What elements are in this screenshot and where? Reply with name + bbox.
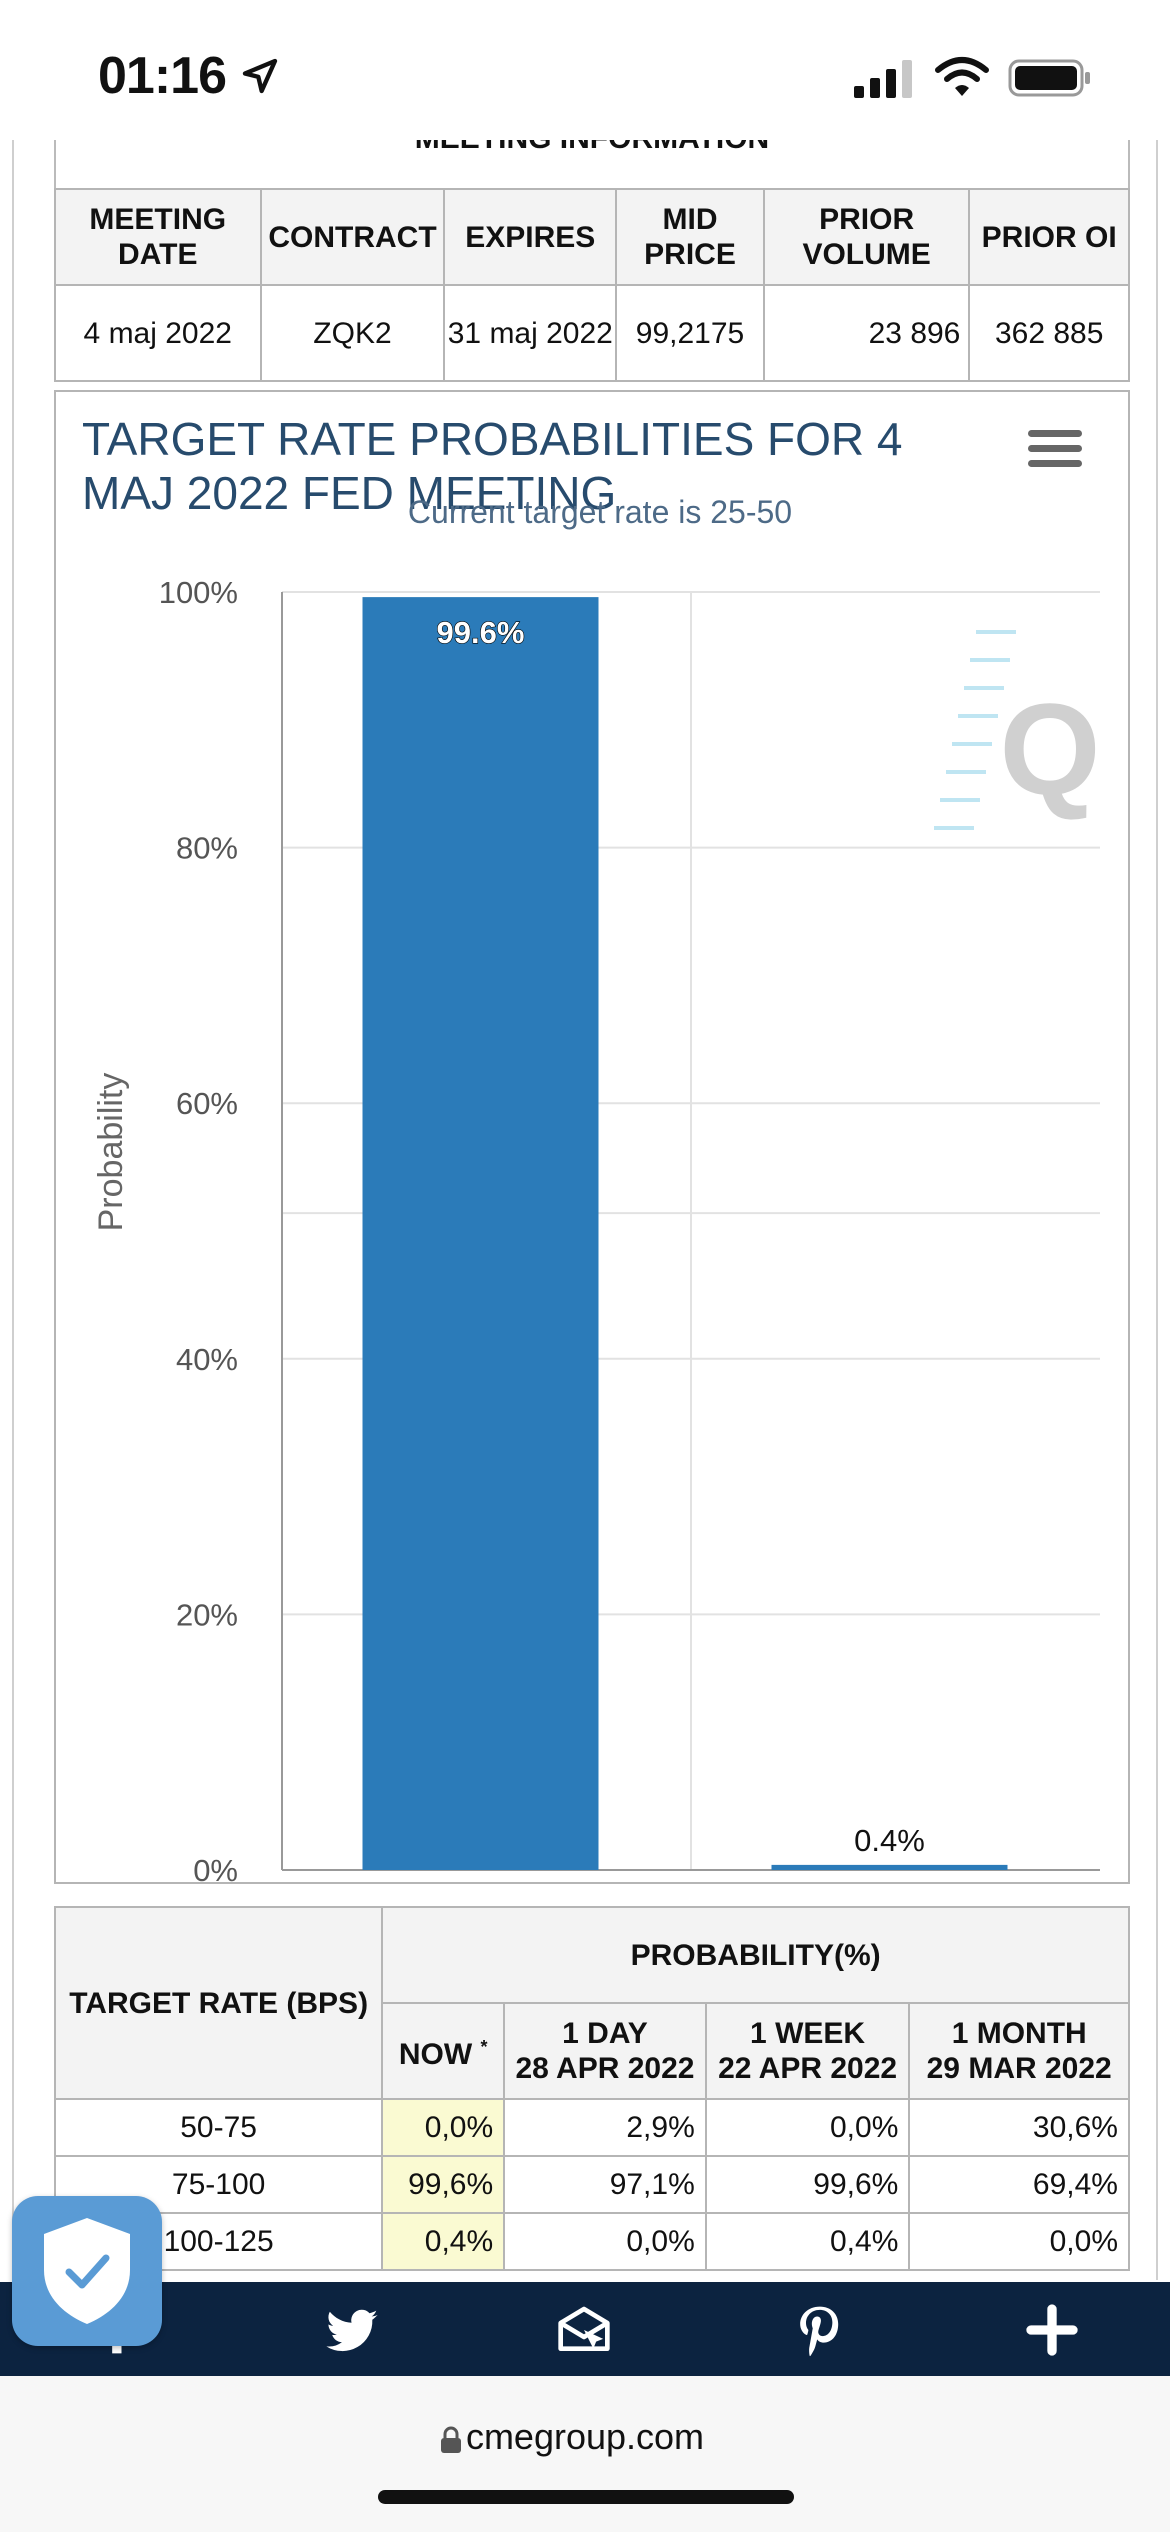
header-expires: EXPIRES: [443, 188, 618, 286]
day-cell: 0,0%: [503, 2212, 707, 2271]
header-1-month: 1 MONTH 29 MAR 2022: [908, 2002, 1130, 2100]
meeting-info-title: MEETING INFORMATION: [56, 140, 1128, 156]
header-now: NOW *: [381, 2002, 506, 2100]
month-cell: 30,6%: [908, 2098, 1130, 2157]
y-tick-label: 0%: [193, 1853, 238, 1882]
day-cell: 97,1%: [503, 2155, 707, 2214]
pinterest-icon[interactable]: [792, 2302, 848, 2358]
y-tick-label: 60%: [176, 1086, 238, 1121]
wifi-icon: [935, 57, 989, 96]
watermark-logo: Q: [999, 676, 1100, 822]
rate-cell: 50-75: [53, 2098, 384, 2157]
chart-subtitle: Current target rate is 25-50: [407, 494, 793, 530]
prior-oi-cell: 362 885: [968, 284, 1130, 382]
day-cell: 2,9%: [503, 2098, 707, 2157]
mid-price-cell: 99,2175: [615, 284, 765, 382]
bar-75-100: [362, 597, 599, 1870]
probability-chart: Q0%20%40%60%80%100%75-10099.6%100-1250.4…: [54, 390, 1130, 1884]
y-axis-title: Probability: [92, 1073, 130, 1232]
lock-icon: [441, 2426, 461, 2453]
week-cell: 0,4%: [704, 2212, 911, 2271]
probability-subheader-row: NOW * 1 DAY 28 APR 2022 1 WEEK 22 APR 2022…: [55, 2002, 1130, 2100]
plus-icon[interactable]: [1024, 2302, 1080, 2358]
browser-url-bar[interactable]: cmegroup.com: [0, 2376, 1170, 2532]
now-cell: 0,0%: [381, 2098, 506, 2157]
home-indicator: [378, 2490, 794, 2504]
data-label: 0.4%: [854, 1823, 925, 1858]
expires-cell: 31 maj 2022: [443, 284, 618, 382]
meeting-info-header: MEETING INFORMATION: [54, 140, 1130, 188]
chart-menu-icon[interactable]: [1028, 430, 1082, 472]
month-cell: 0,0%: [908, 2212, 1130, 2271]
location-arrow-icon: [242, 58, 278, 94]
email-icon[interactable]: [556, 2302, 612, 2358]
week-cell: 99,6%: [704, 2155, 911, 2214]
header-prior-volume: PRIOR VOLUME: [762, 188, 971, 286]
prior-volume-cell: 23 896: [762, 284, 971, 382]
cellular-signal-icon: [854, 60, 912, 98]
chart-title: TARGET RATE PROBABILITIES FOR 4 MAJ 2022…: [82, 413, 903, 519]
twitter-icon[interactable]: [324, 2302, 380, 2358]
header-meeting-date: MEETING DATE: [54, 188, 262, 286]
meeting-info-header-row: MEETING DATE CONTRACT EXPIRES MID PRICE …: [54, 188, 1130, 286]
table-row: 100-125 0,4% 0,0% 0,4% 0,0%: [53, 2212, 1130, 2271]
header-mid-price: MID PRICE: [615, 188, 765, 286]
table-row: 50-75 0,0% 2,9% 0,0% 30,6%: [53, 2098, 1130, 2157]
header-probability-group: PROBABILITY(%): [381, 1906, 1130, 2004]
now-cell: 99,6%: [381, 2155, 506, 2214]
meeting-info-table: MEETING DATE CONTRACT EXPIRES MID PRICE …: [54, 188, 1130, 382]
status-bar: 01:16: [0, 0, 1170, 140]
y-tick-label: 80%: [176, 831, 238, 866]
y-tick-label: 40%: [176, 1342, 238, 1377]
meeting-date-cell: 4 maj 2022: [54, 284, 262, 382]
privacy-shield-button[interactable]: [12, 2196, 162, 2346]
probability-table: TARGET RATE (BPS) PROBABILITY(%) NOW * 1…: [53, 1906, 1130, 2271]
battery-icon: [1008, 59, 1090, 97]
page-content: MEETING INFORMATION MEETING DATE CONTRAC…: [12, 140, 1158, 2280]
contract-cell: ZQK2: [259, 284, 446, 382]
data-label: 99.6%: [437, 615, 525, 650]
share-bar: [0, 2282, 1170, 2376]
header-contract: CONTRACT: [259, 188, 446, 286]
now-cell: 0,4%: [381, 2212, 506, 2271]
month-cell: 69,4%: [908, 2155, 1130, 2214]
week-cell: 0,0%: [704, 2098, 911, 2157]
chart-plot-area: Q0%20%40%60%80%100%75-10099.6%100-1250.4…: [92, 575, 1101, 1882]
y-tick-label: 20%: [176, 1597, 238, 1632]
header-1-day: 1 DAY 28 APR 2022: [503, 2002, 707, 2100]
probability-header-row: TARGET RATE (BPS) PROBABILITY(%): [53, 1906, 1130, 2100]
status-time: 01:16: [98, 47, 227, 105]
url-text: cmegroup.com: [465, 2416, 705, 2457]
table-row: 4 maj 2022 ZQK2 31 maj 2022 99,2175 23 8…: [54, 284, 1130, 382]
header-prior-oi: PRIOR OI: [968, 188, 1130, 286]
header-1-week: 1 WEEK 22 APR 2022: [704, 2002, 911, 2100]
table-row: 75-100 99,6% 97,1% 99,6% 69,4%: [53, 2155, 1130, 2214]
shield-check-icon: [44, 2218, 130, 2324]
header-target-rate: TARGET RATE (BPS): [53, 1906, 384, 2100]
y-tick-label: 100%: [159, 575, 238, 610]
bar-100-125: [771, 1864, 1008, 1870]
